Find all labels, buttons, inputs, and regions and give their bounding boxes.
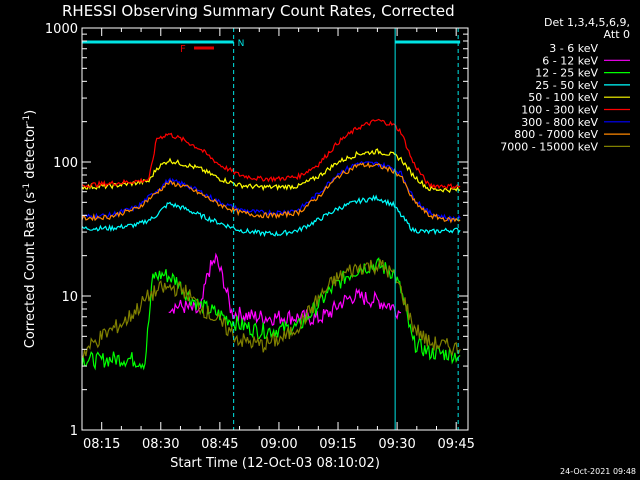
legend-header-line2: Att 0 bbox=[604, 28, 630, 41]
series-line-0 bbox=[219, 333, 418, 428]
y-tick-label-0: 1 bbox=[70, 424, 78, 439]
legend-label-7: 800 - 7000 keV bbox=[514, 128, 598, 141]
x-tick-label-0: 08:15 bbox=[83, 437, 120, 452]
plot-frame bbox=[81, 27, 469, 431]
y-axis-label-part3: ) bbox=[23, 110, 38, 115]
legend-label-4: 50 - 100 keV bbox=[528, 91, 598, 104]
series-line-6 bbox=[81, 160, 461, 223]
series-line-4 bbox=[81, 148, 461, 194]
y-axis-label-sup1: -1 bbox=[22, 183, 32, 192]
x-tick-label-4: 09:15 bbox=[319, 437, 356, 452]
x-tick-label-3: 09:00 bbox=[260, 437, 297, 452]
plot-area: NF bbox=[81, 28, 461, 430]
series-line-3 bbox=[81, 194, 461, 238]
legend-header-line1: Det 1,3,4,5,6,9, bbox=[544, 16, 630, 29]
x-tick-label-6: 09:45 bbox=[437, 437, 474, 452]
y-axis-label: Corrected Count Rate (s-1 detector-1) bbox=[22, 110, 38, 348]
y-axis-label-part2: detector bbox=[23, 123, 38, 183]
series-line-8 bbox=[81, 259, 461, 359]
y-axis-label-sup2: -1 bbox=[22, 115, 32, 124]
x-axis-label: Start Time (12-Oct-03 08:10:02) bbox=[170, 456, 380, 471]
chart-title: RHESSI Observing Summary Count Rates, Co… bbox=[62, 2, 455, 20]
y-tick-label-3: 1000 bbox=[45, 22, 78, 37]
series-line-5 bbox=[81, 118, 461, 190]
legend-label-0: 3 - 6 keV bbox=[549, 42, 598, 55]
legend-label-8: 7000 - 15000 keV bbox=[500, 140, 598, 153]
legend-label-6: 300 - 800 keV bbox=[521, 116, 598, 129]
footer-timestamp: 24-Oct-2021 09:48 bbox=[560, 467, 636, 476]
y-axis-label-part1: Corrected Count Rate (s bbox=[23, 192, 38, 349]
legend-label-5: 100 - 300 keV bbox=[521, 104, 598, 117]
legend-label-2: 12 - 25 keV bbox=[535, 67, 598, 80]
y-tick-label-1: 10 bbox=[61, 290, 78, 305]
y-axis: 1 10 100 1000 bbox=[45, 22, 468, 439]
x-tick-label-1: 08:30 bbox=[142, 437, 179, 452]
x-axis: 08:15 08:30 08:45 09:00 09:15 09:30 09:45 bbox=[81, 28, 475, 452]
series-line-7 bbox=[81, 161, 461, 224]
y-tick-label-2: 100 bbox=[53, 156, 78, 171]
flare-marker-label: F bbox=[180, 44, 186, 55]
series-line-2 bbox=[81, 257, 461, 371]
x-tick-label-2: 08:45 bbox=[201, 437, 238, 452]
x-tick-label-5: 09:30 bbox=[378, 437, 415, 452]
legend-label-1: 6 - 12 keV bbox=[542, 54, 598, 67]
legend-label-3: 25 - 50 keV bbox=[535, 79, 598, 92]
series-line-1 bbox=[168, 252, 402, 327]
night-marker-label: N bbox=[238, 39, 245, 49]
